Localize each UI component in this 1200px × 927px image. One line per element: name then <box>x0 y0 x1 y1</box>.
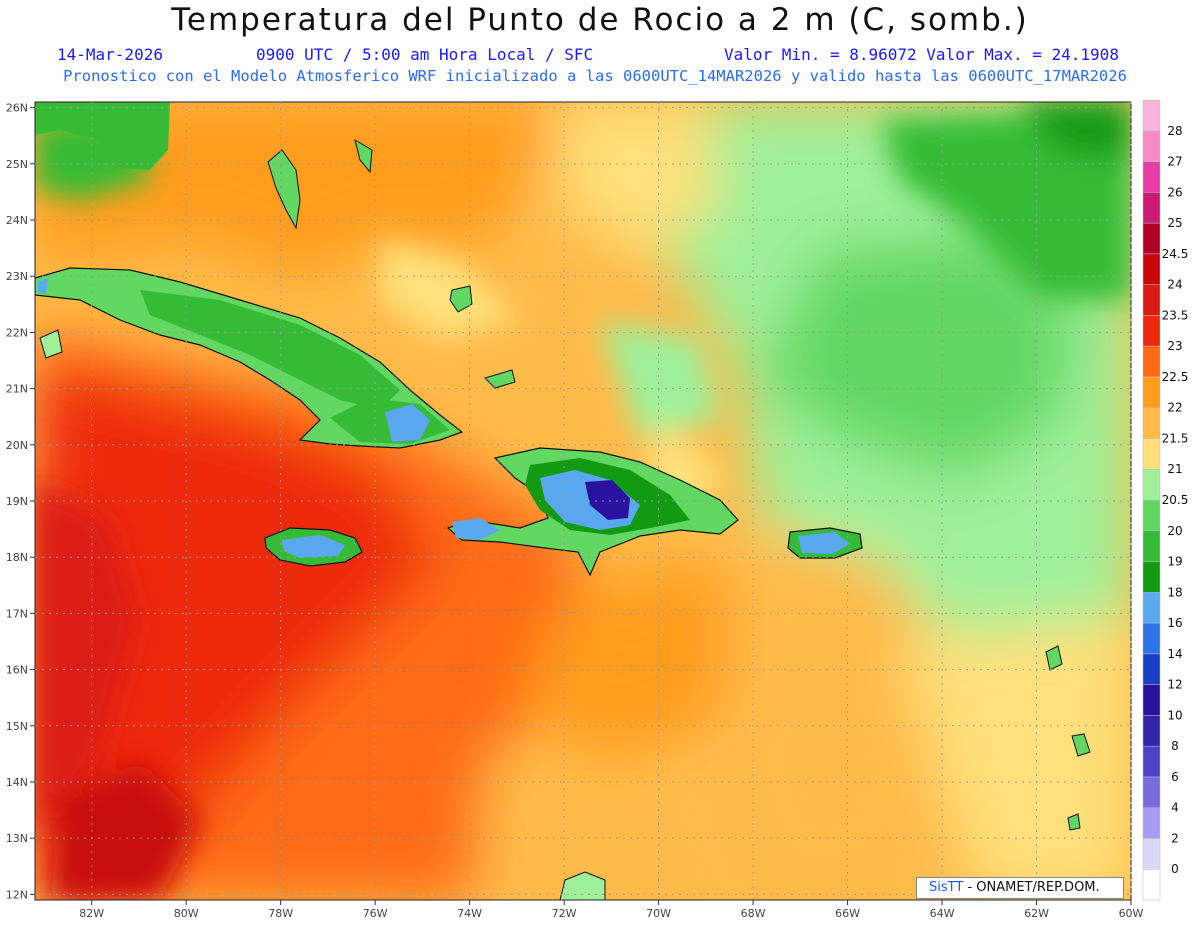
legend-swatch <box>1142 561 1161 593</box>
lat-tick-label: 19N <box>6 495 28 508</box>
legend-swatch <box>1142 376 1161 408</box>
lat-tick-label: 15N <box>6 720 28 733</box>
model-info: Pronostico con el Modelo Atmosferico WRF… <box>63 67 1127 85</box>
legend-label: 16 <box>1167 616 1182 630</box>
lat-tick-label: 14N <box>6 776 28 789</box>
legend-label: 22 <box>1167 401 1182 415</box>
legend-swatch <box>1142 838 1161 870</box>
legend-label: 8 <box>1171 739 1179 753</box>
legend-label: 24.5 <box>1162 247 1189 261</box>
lat-tick-label: 20N <box>6 439 28 452</box>
lon-tick-label: 74W <box>457 907 482 920</box>
legend-label: 6 <box>1171 770 1179 784</box>
legend-label: 26 <box>1167 185 1182 199</box>
legend-label: 18 <box>1167 585 1182 599</box>
lat-tick-label: 13N <box>6 832 28 845</box>
legend-label: 24 <box>1167 278 1182 292</box>
lon-tick-label: 80W <box>174 907 199 920</box>
legend-label: 19 <box>1167 555 1182 569</box>
legend-swatch <box>1142 684 1161 716</box>
legend-label: 22.5 <box>1162 370 1189 384</box>
lon-tick-label: 76W <box>363 907 388 920</box>
lat-tick-label: 17N <box>6 607 28 620</box>
lat-tick-label: 21N <box>6 383 28 396</box>
legend-swatch <box>1142 438 1161 470</box>
legend-swatch <box>1142 868 1161 901</box>
legend-swatch <box>1142 776 1161 808</box>
legend-swatch <box>1142 745 1161 778</box>
sispi-logo-text: SisTT <box>929 880 964 895</box>
credit-box: SisTT - ONAMET/REP.DOM. <box>916 877 1124 899</box>
onamet-credit: - ONAMET/REP.DOM. <box>967 880 1100 895</box>
legend-swatch <box>1142 284 1161 316</box>
legend-label: 12 <box>1167 678 1182 692</box>
lat-tick-label: 16N <box>6 664 28 677</box>
legend-swatch <box>1142 468 1161 501</box>
legend-swatch <box>1142 407 1161 439</box>
legend-swatch <box>1142 253 1161 285</box>
legend-label: 2 <box>1171 831 1179 845</box>
legend-swatch <box>1142 592 1161 624</box>
legend-swatch <box>1142 499 1161 532</box>
legend-swatch <box>1142 130 1161 162</box>
lon-tick-label: 64W <box>930 907 955 920</box>
forecast-date: 14-Mar-2026 <box>57 45 163 64</box>
min-max-values: Valor Min. = 8.96072 Valor Max. = 24.190… <box>724 45 1119 64</box>
lon-tick-label: 62W <box>1024 907 1049 920</box>
legend-label: 4 <box>1171 801 1179 815</box>
legend-label: 28 <box>1167 124 1182 138</box>
legend-label: 10 <box>1167 708 1182 722</box>
lat-tick-label: 12N <box>6 888 28 901</box>
color-legend: 024681012141618192020.52121.52222.52323.… <box>1142 99 1189 901</box>
legend-label: 27 <box>1167 155 1182 169</box>
lon-tick-label: 72W <box>552 907 577 920</box>
legend-label: 20 <box>1167 524 1182 538</box>
lon-tick-label: 60W <box>1119 907 1144 920</box>
legend-label: 21 <box>1167 462 1182 476</box>
legend-label: 14 <box>1167 647 1182 661</box>
legend-swatch <box>1142 192 1161 224</box>
legend-label: 21.5 <box>1162 431 1189 445</box>
lon-tick-label: 66W <box>835 907 860 920</box>
graticule <box>30 102 1132 905</box>
legend-swatch <box>1142 345 1161 378</box>
legend-swatch <box>1142 99 1161 132</box>
lat-tick-label: 24N <box>6 214 28 227</box>
lon-tick-label: 70W <box>646 907 671 920</box>
lon-tick-label: 78W <box>268 907 293 920</box>
latitude-labels: 12N 13N 14N 15N 16N 17N 18N 19N 20N 21N 22N 23N 24N 2… <box>6 102 28 902</box>
lat-tick-label: 18N <box>6 551 28 564</box>
lat-tick-label: 23N <box>6 270 28 283</box>
legend-swatch <box>1142 807 1161 839</box>
longitude-labels: 82W 80W 78W 76W 74W 72W 70W 68W 66W 64W 62W 60W <box>79 907 1143 920</box>
lon-tick-label: 68W <box>741 907 766 920</box>
lat-tick-label: 26N <box>6 102 28 115</box>
legend-swatch <box>1142 530 1161 562</box>
lon-tick-label: 82W <box>79 907 104 920</box>
lat-tick-label: 25N <box>6 158 28 171</box>
chart-title: Temperatura del Punto de Rocio a 2 m (C,… <box>171 2 1029 38</box>
lat-tick-label: 22N <box>6 326 28 339</box>
legend-label: 25 <box>1167 216 1182 230</box>
legend-swatch <box>1142 315 1161 347</box>
legend-label: 23.5 <box>1162 308 1189 322</box>
legend-label: 0 <box>1171 862 1179 876</box>
legend-label: 20.5 <box>1162 493 1189 507</box>
legend-swatch <box>1142 715 1161 747</box>
legend-swatch <box>1142 161 1161 193</box>
legend-swatch <box>1142 653 1161 685</box>
legend-swatch <box>1142 222 1161 255</box>
legend-label: 23 <box>1167 339 1182 353</box>
legend-swatch <box>1142 622 1161 655</box>
forecast-time: 0900 UTC / 5:00 am Hora Local / SFC <box>256 45 594 64</box>
